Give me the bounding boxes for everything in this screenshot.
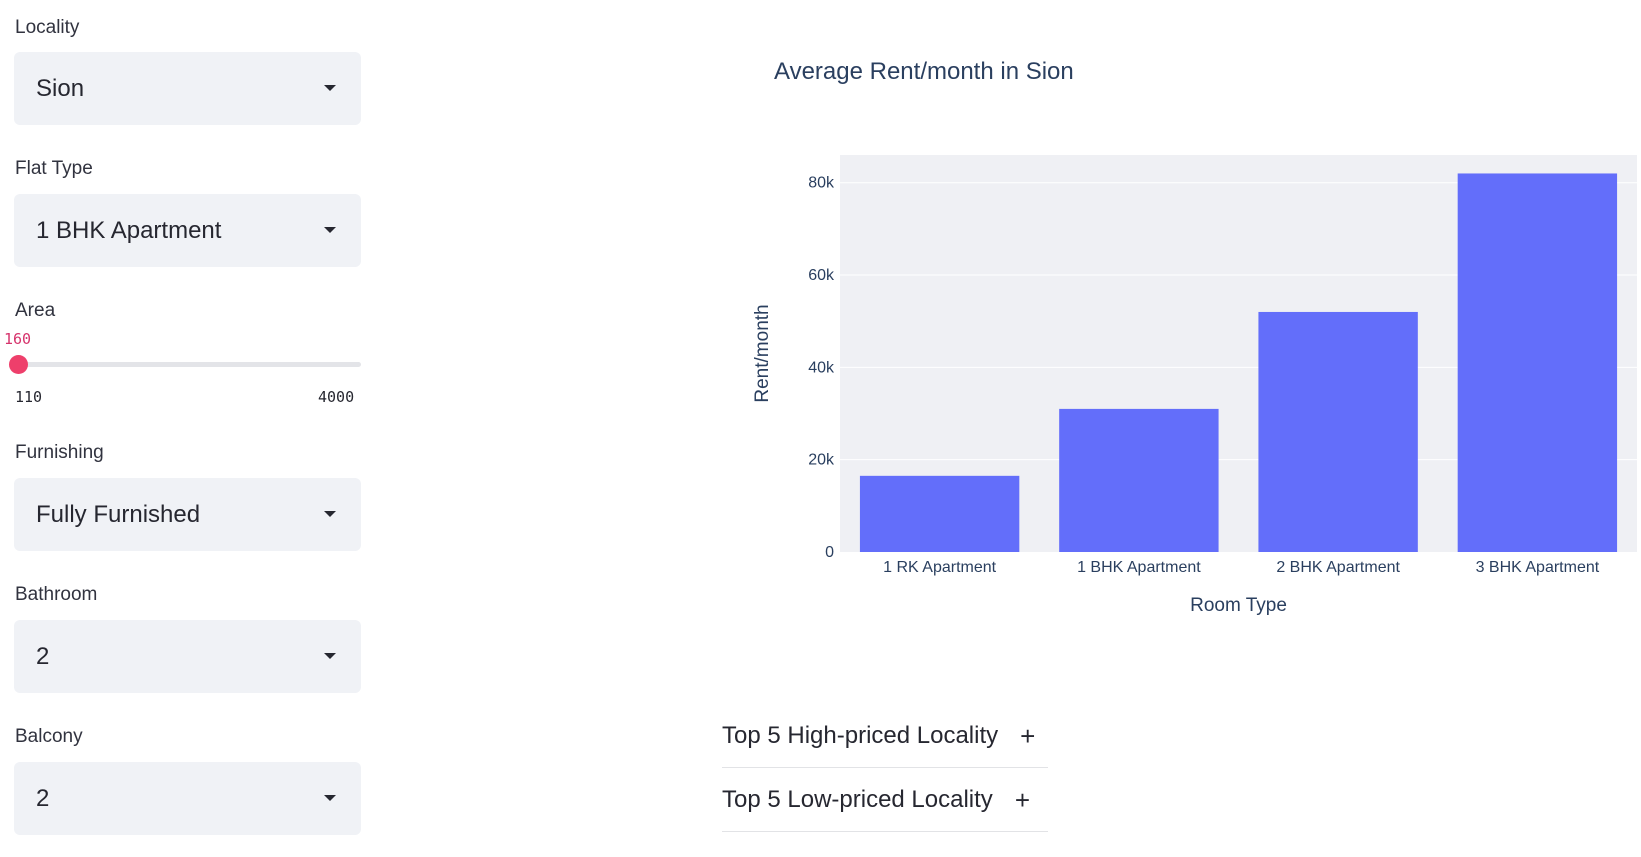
area-slider-track[interactable] <box>18 362 361 367</box>
locality-value: Sion <box>36 74 85 102</box>
balcony-label: Balcony <box>15 726 83 747</box>
area-slider-min: 110 <box>15 388 43 406</box>
flat-type-value: 1 BHK Apartment <box>36 216 222 244</box>
y-tick-label: 0 <box>825 544 834 561</box>
x-tick-label: 3 BHK Apartment <box>1476 559 1600 576</box>
caret-down-icon <box>324 85 336 91</box>
locality-select[interactable]: Sion <box>14 52 361 125</box>
x-tick-label: 1 BHK Apartment <box>1077 559 1201 576</box>
expander-high-priced-label: Top 5 High-priced Locality <box>722 721 999 749</box>
area-label: Area <box>15 300 56 321</box>
balcony-value: 2 <box>36 784 50 812</box>
y-axis-label: Rent/month <box>752 304 773 402</box>
expander-high-priced[interactable]: Top 5 High-priced Locality + <box>722 704 1048 768</box>
plus-icon: + <box>1020 720 1036 751</box>
bathroom-select[interactable]: 2 <box>14 620 361 693</box>
bar <box>1457 173 1618 552</box>
expander-low-priced[interactable]: Top 5 Low-priced Locality + <box>722 768 1048 832</box>
x-tick-label: 2 BHK Apartment <box>1276 559 1400 576</box>
x-tick-label: 1 RK Apartment <box>883 559 997 576</box>
bar <box>859 475 1020 552</box>
furnishing-value: Fully Furnished <box>36 500 201 528</box>
locality-label: Locality <box>15 17 80 38</box>
caret-down-icon <box>324 795 336 801</box>
flat-type-label: Flat Type <box>15 158 93 179</box>
y-tick-label: 20k <box>808 452 835 469</box>
sidebar: Locality Sion Flat Type 1 BHK Apartment … <box>0 0 380 857</box>
y-tick-label: 60k <box>808 267 835 284</box>
area-slider-value: 160 <box>4 330 32 348</box>
y-tick-label: 80k <box>808 175 835 192</box>
furnishing-label: Furnishing <box>15 442 104 463</box>
area-slider-thumb[interactable] <box>9 355 28 374</box>
balcony-select[interactable]: 2 <box>14 762 361 835</box>
plus-icon: + <box>1014 784 1030 815</box>
caret-down-icon <box>324 227 336 233</box>
caret-down-icon <box>324 653 336 659</box>
bathroom-value: 2 <box>36 642 50 670</box>
furnishing-select[interactable]: Fully Furnished <box>14 478 361 551</box>
flat-type-select[interactable]: 1 BHK Apartment <box>14 194 361 267</box>
area-slider-max: 4000 <box>318 388 355 406</box>
expander-low-priced-label: Top 5 Low-priced Locality <box>722 785 993 813</box>
bar <box>1059 408 1219 552</box>
caret-down-icon <box>324 511 336 517</box>
bathroom-label: Bathroom <box>15 584 98 605</box>
chart-title: Average Rent/month in Sion <box>774 58 1074 85</box>
x-axis-label: Room Type <box>1190 595 1287 616</box>
y-tick-label: 40k <box>808 359 835 376</box>
bar <box>1258 311 1418 552</box>
rent-bar-chart: 0 20k 40k 60k 80k 1 RK Apartment 1 BHK Apartme… <box>752 155 1637 616</box>
